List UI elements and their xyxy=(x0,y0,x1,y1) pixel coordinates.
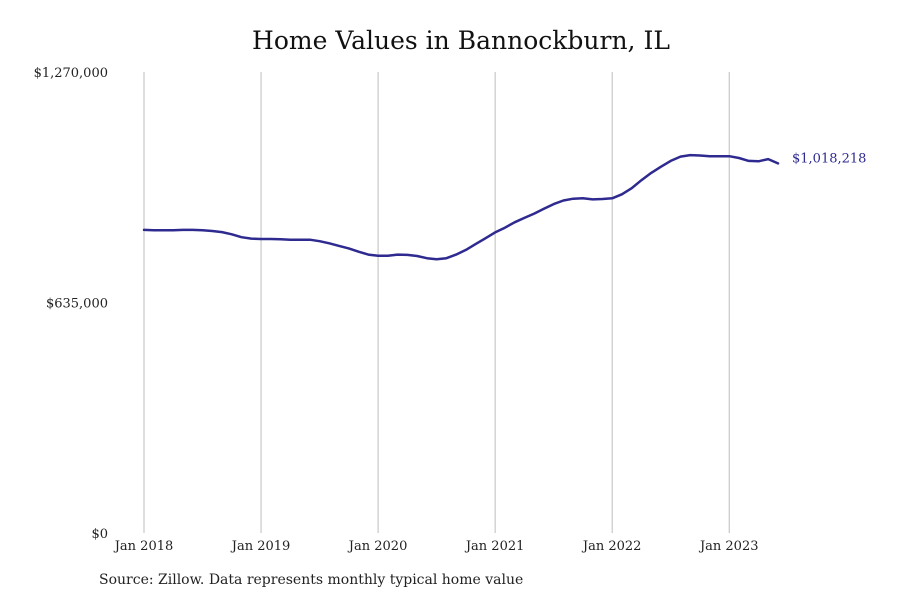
x-tick-label: Jan 2022 xyxy=(581,539,642,554)
end-value-labels: $1,018,218 xyxy=(792,151,866,166)
y-tick-label: $0 xyxy=(91,527,108,542)
series-lines xyxy=(142,153,780,261)
x-tick-label: Jan 2019 xyxy=(230,539,291,554)
x-tick-label: Jan 2023 xyxy=(698,539,759,554)
end-value-label: $1,018,218 xyxy=(792,151,866,166)
vertical-gridlines xyxy=(143,72,730,533)
chart-title: Home Values in Bannockburn, IL xyxy=(252,26,670,55)
x-tick-label: Jan 2018 xyxy=(113,539,174,554)
x-tick-label: Jan 2020 xyxy=(347,539,408,554)
x-tick-label: Jan 2021 xyxy=(464,539,525,554)
y-tick-label: $635,000 xyxy=(46,297,108,312)
y-axis-tick-labels: $0 $635,000 $1,270,000 xyxy=(34,66,108,542)
series-line xyxy=(142,153,780,261)
x-axis-tick-labels: Jan 2018 Jan 2019 Jan 2020 Jan 2021 Jan 2022… xyxy=(113,539,759,554)
source-note: Source: Zillow. Data represents monthly … xyxy=(99,572,524,588)
y-tick-label: $1,270,000 xyxy=(34,66,108,81)
